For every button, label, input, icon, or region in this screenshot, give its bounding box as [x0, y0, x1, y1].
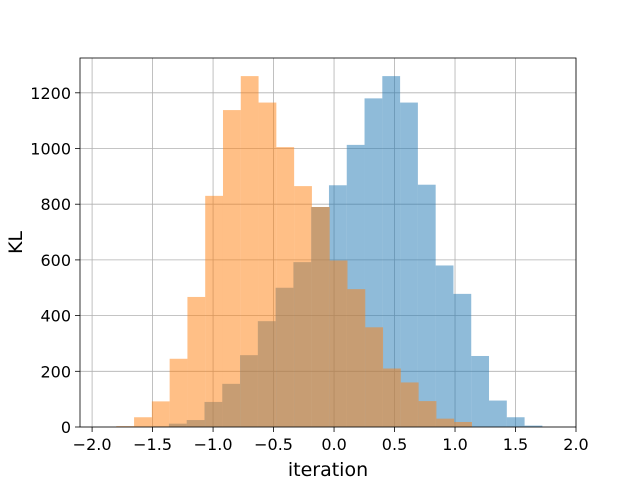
- histogram-bar: [400, 382, 419, 427]
- axis-ticks: −2.0 −1.5 −1.0 −0.5 0.0 0.5 1.0 1.5 2.0 0 200 400 60…: [30, 84, 588, 454]
- y-axis-label: KL: [5, 231, 27, 254]
- x-tick-label: 1.5: [503, 435, 528, 454]
- histogram-bar: [258, 102, 277, 428]
- histogram-bar: [435, 265, 454, 427]
- histogram-bar: [205, 195, 223, 427]
- histogram-bar: [454, 421, 472, 427]
- histogram-bar: [294, 186, 312, 427]
- histogram-bar: [489, 400, 507, 427]
- histogram-bar: [453, 293, 472, 427]
- histogram-bar: [311, 206, 330, 427]
- histogram-bar: [400, 102, 418, 428]
- x-tick-label: −2.0: [73, 435, 112, 454]
- histogram-bar: [382, 76, 401, 428]
- histogram-bar: [187, 296, 206, 427]
- y-tick-label: 1200: [30, 84, 71, 103]
- histogram-bars: [116, 76, 543, 428]
- x-tick-label: 1.0: [442, 435, 467, 454]
- y-tick-label: 200: [40, 362, 71, 381]
- histogram-bar: [365, 327, 384, 427]
- histogram-bar: [222, 110, 241, 428]
- y-tick-label: 1000: [30, 140, 71, 159]
- histogram-bar: [240, 76, 259, 428]
- x-tick-label: 2.0: [563, 435, 588, 454]
- x-tick-label: −0.5: [254, 435, 293, 454]
- plot-frame: [79, 57, 577, 428]
- histogram-series-2: [116, 76, 472, 428]
- histogram-bar: [471, 355, 490, 427]
- x-tick-label: 0.5: [382, 435, 407, 454]
- histogram-bar: [436, 418, 455, 427]
- y-tick-label: 400: [40, 307, 71, 326]
- histogram-bar: [329, 260, 348, 427]
- x-tick-label: −1.5: [133, 435, 172, 454]
- histogram-bar: [347, 289, 366, 427]
- y-tick-label: 0: [61, 418, 71, 437]
- x-axis-label: iteration: [288, 459, 368, 480]
- histogram-bar: [151, 401, 170, 427]
- histogram-bar: [418, 401, 437, 427]
- y-tick-label: 600: [40, 251, 71, 270]
- histogram-bar: [276, 147, 295, 427]
- x-tick-label: −1.0: [194, 435, 233, 454]
- histogram-bar: [169, 358, 188, 427]
- histogram-bar: [417, 184, 436, 427]
- x-tick-label: 0.0: [321, 435, 346, 454]
- histogram-bar: [524, 425, 543, 427]
- histogram-bar: [506, 417, 525, 427]
- histogram-bar: [383, 368, 401, 427]
- histogram-bar: [116, 426, 135, 427]
- histogram-bar: [134, 417, 152, 427]
- y-tick-label: 800: [40, 195, 71, 214]
